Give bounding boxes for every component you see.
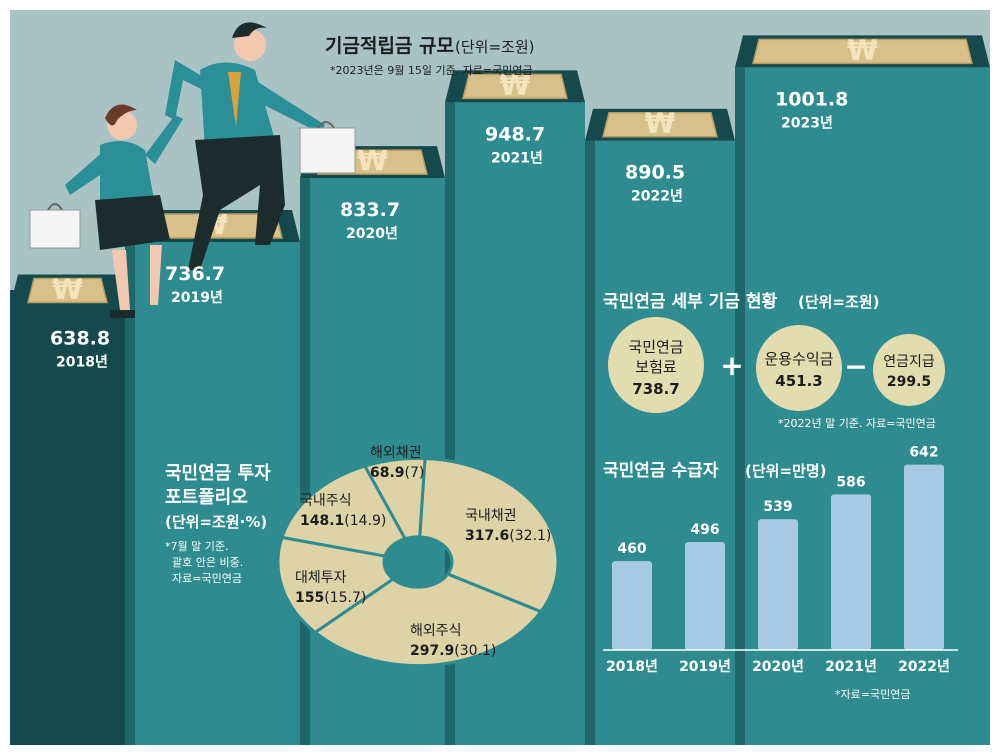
fund-unit: (단위=조원) [455,38,534,56]
money-tile [752,38,973,65]
portfolio-section: 국민연금 투자 포트폴리오 (단위=조원·%) *7월 말 기준. 괄호 안은 … [165,445,560,668]
fund-value-label: 1001.8 [775,88,848,110]
stair-shadow [300,178,310,746]
stair-shadow [10,306,20,745]
recipients-bar [758,519,798,650]
pie-slice-value: 155(15.7) [295,590,366,606]
portfolio-note-line3: 자료=국민연금 [172,572,242,585]
recipients-bar [685,542,725,650]
premium-label-line1: 국민연금 [628,338,683,356]
fund-detail-unit: (단위=조원) [798,293,879,311]
recipients-bar [831,494,871,650]
fund-year-label: 2020년 [346,226,398,242]
pie-slice [276,535,396,635]
pie-slice [312,572,544,668]
recipients-bar-value: 460 [617,541,646,557]
fund-title: 기금적립금 규모 [325,35,454,57]
recipients-bar [904,464,944,650]
fund-year-label: 2018년 [56,354,108,370]
fund-year-label: 2022년 [631,189,683,205]
climbing-people-illustration [29,22,356,318]
recipients-bars: 460 2018년 496 2019년 539 2020년 586 2021년 642 2022년 [603,445,958,675]
pie-slice [362,456,427,541]
won-sign-icon: ₩ [847,33,878,66]
fund-year-label: 2019년 [171,290,223,306]
investment-income-circle [756,325,842,411]
recipients-year-label: 2018년 [606,659,658,675]
stairs: ₩₩₩₩₩₩ [10,33,990,746]
portfolio-title-line1: 국민연금 투자 [165,463,271,484]
stair-shadow [585,140,595,745]
recipients-note: *자료=국민연금 [835,688,910,701]
portfolio-note-line1: *7월 말 기준. [165,540,228,553]
premium-value: 738.7 [632,380,679,398]
premium-circle [608,317,704,413]
won-sign-icon: ₩ [357,144,388,177]
stair-riser [125,241,300,746]
pie-slice-label: 국내주식 [300,493,352,509]
recipients-year-label: 2019년 [679,659,731,675]
stair-shadow [445,102,455,746]
pie-slice-label: 해외채권 [370,445,422,461]
recipients-unit: (단위=만명) [745,462,826,480]
portfolio-title-line2: 포트폴리오 [165,487,248,508]
minus-sign: − [844,350,867,383]
won-sign-icon: ₩ [500,68,531,101]
pension-payment-circle [873,334,945,406]
fund-year-label: 2021년 [491,150,543,166]
portfolio-donut: 국내채권 317.6(32.1) 해외주식 297.9(30.1) 대체투자 155(15… [276,445,560,668]
pie-slice [280,464,408,558]
recipients-bar [612,561,652,650]
portfolio-unit: (단위=조원·%) [165,513,267,531]
pie-slice-label: 해외주식 [410,623,462,639]
stair-riser [10,306,125,745]
fund-value-label: 948.7 [485,123,545,145]
recipients-title: 국민연금 수급자 [603,461,719,481]
won-sign-icon: ₩ [645,107,676,140]
money-tile [462,73,568,100]
portfolio-note-line2: 괄호 안은 비중. [172,556,243,569]
pension-payment-value: 299.5 [887,374,931,390]
money-tile [602,111,718,138]
money-tile [27,277,108,304]
fund-value-label: 736.7 [165,263,225,285]
recipients-bar-value: 642 [909,445,938,461]
recipients-year-label: 2020년 [752,659,804,675]
stair-riser [585,140,735,745]
fund-year-label: 2023년 [781,115,833,131]
recipients-bar-value: 539 [763,499,792,515]
stair-shadow [735,67,745,745]
stair-shadow [125,241,135,746]
fund-note: *2023년은 9월 15일 기준. 자료=국민연금 [330,63,533,77]
recipients-year-label: 2022년 [898,659,950,675]
fund-detail-title: 국민연금 세부 기금 현황 [603,292,778,312]
fund-value-label: 833.7 [340,199,400,221]
premium-label-line2: 보험료 [635,358,677,376]
pie-slice [418,456,560,614]
won-sign-icon: ₩ [52,272,83,305]
recipients-section: 국민연금 수급자 (단위=만명) 460 2018년 496 2019년 539 2020… [603,445,958,701]
investment-income-value: 451.3 [775,372,822,390]
fund-value-labels: 638.8 2018년 736.7 2019년 833.7 2020년 948.7 2021년… [50,88,848,370]
fund-value-label: 890.5 [625,162,685,184]
fund-detail-note: *2022년 말 기준. 자료=국민연금 [778,417,936,430]
pie-slice-value: 297.9(30.1) [410,643,496,659]
fund-value-label: 638.8 [50,327,110,349]
recipients-bar-value: 496 [690,522,719,538]
fund-detail-section: 국민연금 세부 기금 현황 (단위=조원) 국민연금 보험료 738.7 + 운… [603,292,945,430]
pie-slice-label: 국내채권 [465,508,517,524]
pension-payment-label: 연금지급 [883,354,935,370]
pie-slice-value: 317.6(32.1) [465,528,551,544]
pie-slice-value: 148.1(14.9) [300,513,386,529]
pie-slice-label: 대체투자 [295,570,347,586]
pie-slice-value: 68.9(7) [370,465,424,481]
investment-income-label: 운용수익금 [764,350,833,368]
recipients-year-label: 2021년 [825,659,877,675]
recipients-bar-value: 586 [836,474,865,490]
plus-sign: + [720,349,743,382]
